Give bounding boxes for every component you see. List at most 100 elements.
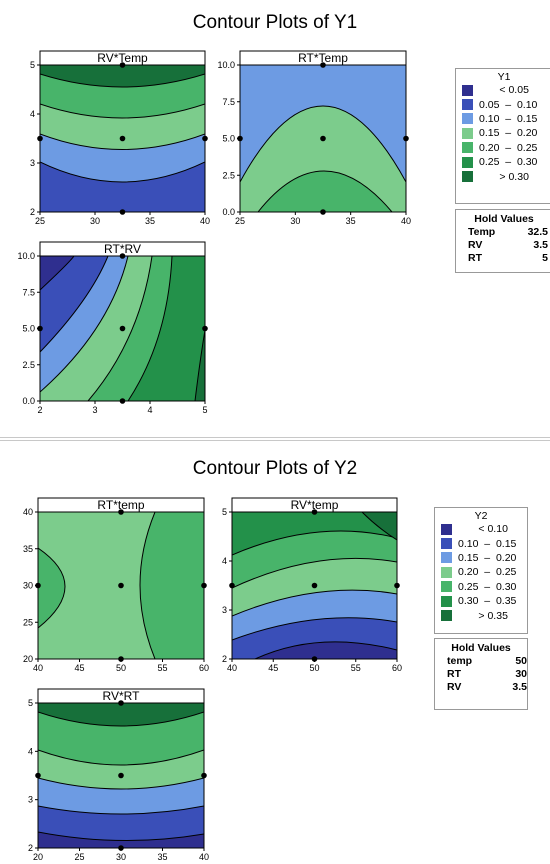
design-point — [119, 135, 126, 142]
design-point — [118, 700, 124, 706]
y-tick-label: 35 — [23, 544, 33, 554]
legend-swatch — [462, 171, 473, 183]
legend-swatch — [441, 595, 452, 607]
legend-swatch — [441, 566, 452, 578]
y-tick-label: 7.5 — [22, 287, 35, 297]
x-tick-label: 25 — [74, 852, 84, 862]
y-tick-label: 3 — [222, 605, 227, 615]
y-tick-label: 4 — [222, 556, 227, 566]
x-tick-label: 30 — [90, 216, 100, 226]
design-point — [311, 582, 318, 589]
legend-row: 0.25 – 0.30 — [435, 580, 527, 594]
hold-value-row: Temp 32.5 — [456, 226, 550, 239]
y-tick-label: 3 — [30, 158, 35, 168]
y-tick-label: 5.0 — [222, 134, 235, 144]
x-tick-label: 20 — [33, 852, 43, 862]
y-tick-label: 4 — [28, 746, 33, 756]
plot-title: RT*RV — [104, 242, 141, 256]
hold-value-name: temp — [447, 655, 473, 667]
y-tick-label: 5 — [30, 60, 35, 70]
legend-row: 0.05 – 0.10 — [456, 97, 550, 111]
legend-label: 0.10 – 0.15 — [479, 112, 538, 125]
legend-row: < 0.05 — [456, 83, 550, 97]
x-tick-label: 25 — [35, 216, 45, 226]
design-point — [119, 253, 126, 259]
x-tick-label: 25 — [235, 216, 245, 226]
legend-row: 0.25 – 0.30 — [456, 155, 550, 169]
y-tick-label: 25 — [23, 617, 33, 627]
hold-value-number: 50 — [515, 655, 527, 667]
legend-title: Y2 — [474, 510, 488, 522]
y-tick-label: 2.5 — [222, 170, 235, 180]
design-point — [201, 582, 207, 589]
hold-value-row: RV 3.5 — [435, 681, 527, 694]
design-point — [37, 325, 43, 332]
legend-label: 0.10 – 0.15 — [458, 537, 517, 550]
y-tick-label: 2 — [30, 207, 35, 217]
legend-label: < 0.10 — [458, 523, 508, 536]
contour-fill-rv-temp2 — [232, 512, 397, 659]
plot-title: RV*RT — [103, 689, 141, 703]
legend-row: 0.15 – 0.20 — [435, 551, 527, 565]
design-point — [118, 656, 124, 662]
y-tick-label: 5 — [222, 507, 227, 517]
hold-value-number: 3.5 — [533, 239, 548, 251]
hold-value-row: RT 5 — [456, 252, 550, 265]
hold-value-name: Temp — [468, 226, 496, 238]
design-point — [237, 135, 243, 142]
design-point — [119, 325, 126, 332]
hold-value-row: temp 50 — [435, 655, 527, 668]
design-point — [201, 772, 207, 779]
x-tick-label: 55 — [157, 663, 167, 673]
legend-swatch — [441, 610, 452, 622]
legend-swatch — [462, 156, 473, 168]
legend-swatch — [441, 538, 452, 550]
x-tick-label: 60 — [392, 663, 402, 673]
design-point — [311, 509, 318, 515]
chart-title-y2: Contour Plots of Y2 — [192, 458, 358, 479]
hold-value-number: 5 — [542, 252, 548, 264]
x-tick-label: 30 — [116, 852, 126, 862]
design-point — [118, 772, 124, 779]
x-tick-label: 35 — [145, 216, 155, 226]
plot-title: RV*temp — [291, 498, 339, 512]
design-point — [35, 582, 41, 589]
hold-value-row: RT 30 — [435, 668, 527, 681]
hold-value-row: RV 3.5 — [456, 239, 550, 252]
y-tick-label: 5.0 — [22, 324, 35, 334]
hold-value-name: RT — [447, 668, 461, 680]
design-point — [35, 772, 41, 779]
legend-label: 0.20 – 0.25 — [458, 566, 517, 579]
x-tick-label: 45 — [74, 663, 84, 673]
x-tick-label: 55 — [351, 663, 361, 673]
x-tick-label: 50 — [116, 663, 126, 673]
y-tick-label: 0.0 — [222, 207, 235, 217]
x-tick-label: 40 — [200, 216, 210, 226]
legend-swatch — [462, 113, 473, 125]
design-point — [320, 62, 326, 68]
legend-label: 0.30 – 0.35 — [458, 595, 517, 608]
y-tick-label: 2.5 — [22, 360, 35, 370]
y-tick-label: 20 — [23, 654, 33, 664]
legend-label: 0.15 – 0.20 — [458, 551, 517, 564]
legend-label: 0.05 – 0.10 — [479, 98, 538, 111]
plot-title: RV*Temp — [97, 51, 148, 65]
plot-title: RT*Temp — [298, 51, 348, 65]
hold-value-name: RT — [468, 252, 482, 264]
legend-row: 0.15 – 0.20 — [456, 126, 550, 140]
x-tick-label: 4 — [147, 405, 152, 415]
legend-y2: Y2 < 0.10 0.10 – 0.15 0.15 – 0.20 0.20 – 0.… — [434, 507, 528, 634]
hold-value-name: RV — [468, 239, 483, 251]
legend-row: > 0.35 — [435, 608, 527, 622]
design-point — [229, 582, 235, 589]
legend-label: < 0.05 — [479, 84, 529, 97]
legend-swatch — [441, 581, 452, 593]
x-tick-label: 50 — [309, 663, 319, 673]
design-point — [202, 325, 208, 332]
x-tick-label: 35 — [157, 852, 167, 862]
legend-label: > 0.35 — [458, 609, 508, 622]
y-tick-label: 2 — [28, 843, 33, 853]
legend-label: > 0.30 — [479, 170, 529, 183]
design-point — [37, 135, 43, 142]
